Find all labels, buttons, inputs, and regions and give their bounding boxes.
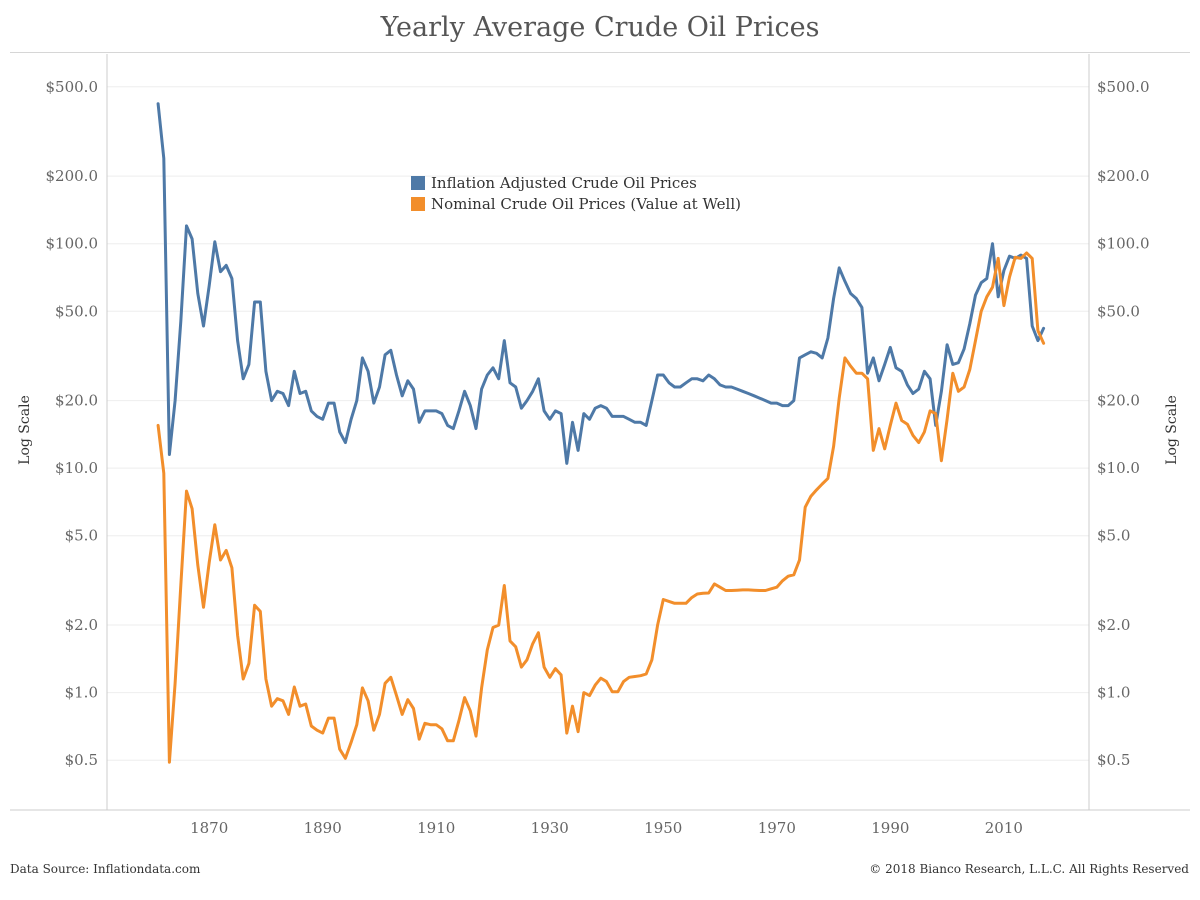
legend-swatch [411, 197, 425, 211]
y-tick-label-left: $1.0 [65, 684, 98, 702]
y-tick-label-right: $200.0 [1097, 167, 1150, 185]
gridlines [107, 86, 1089, 761]
series-line-inflation-adjusted [156, 102, 1046, 465]
y-axis-label-right: Log Scale [1164, 395, 1180, 465]
x-tick-label: 1970 [758, 819, 796, 837]
y-tick-label-left: $10.0 [55, 459, 98, 477]
y-tick-label-right: $5.0 [1097, 527, 1130, 545]
data-source-note: Data Source: Inflationdata.com [10, 862, 201, 876]
data-series [156, 102, 1046, 764]
y-tick-label-left: $50.0 [55, 302, 98, 320]
title-divider [10, 52, 1190, 53]
x-tick-label: 1890 [304, 819, 342, 837]
legend-label: Nominal Crude Oil Prices (Value at Well) [431, 195, 741, 213]
y-tick-label-right: $20.0 [1097, 392, 1140, 410]
x-tick-label: 1910 [417, 819, 455, 837]
y-tick-label-left: $200.0 [46, 167, 99, 185]
x-tick-label: 1950 [644, 819, 682, 837]
axes: $500.0 $500.0 $200.0 $200.0 $100.0 $100.0 $50.… [10, 54, 1190, 837]
x-tick-label: 1870 [190, 819, 228, 837]
y-tick-label-right: $1.0 [1097, 684, 1130, 702]
y-tick-label-right: $2.0 [1097, 616, 1130, 634]
y-tick-label-left: $5.0 [65, 527, 98, 545]
y-axis-label-left: Log Scale [17, 395, 33, 465]
y-tick-label-right: $0.5 [1097, 751, 1130, 769]
copyright-note: © 2018 Bianco Research, L.L.C. All Right… [869, 862, 1189, 876]
y-tick-label-right: $50.0 [1097, 302, 1140, 320]
y-tick-label-left: $2.0 [65, 616, 98, 634]
x-tick-label: 1930 [531, 819, 569, 837]
x-tick-label: 1990 [871, 819, 909, 837]
y-tick-label-left: $20.0 [55, 392, 98, 410]
chart-title: Yearly Average Crude Oil Prices [380, 12, 820, 43]
x-tick-label: 2010 [985, 819, 1023, 837]
y-tick-label-right: $100.0 [1097, 235, 1150, 253]
y-tick-label-right: $10.0 [1097, 459, 1140, 477]
y-tick-label-right: $500.0 [1097, 78, 1150, 96]
legend: Inflation Adjusted Crude Oil Prices Nomin… [411, 174, 741, 213]
series-line-nominal [156, 251, 1046, 764]
legend-swatch [411, 176, 425, 190]
y-tick-label-left: $500.0 [46, 78, 99, 96]
legend-label: Inflation Adjusted Crude Oil Prices [431, 174, 697, 192]
y-tick-label-left: $0.5 [65, 751, 98, 769]
y-tick-label-left: $100.0 [46, 235, 99, 253]
